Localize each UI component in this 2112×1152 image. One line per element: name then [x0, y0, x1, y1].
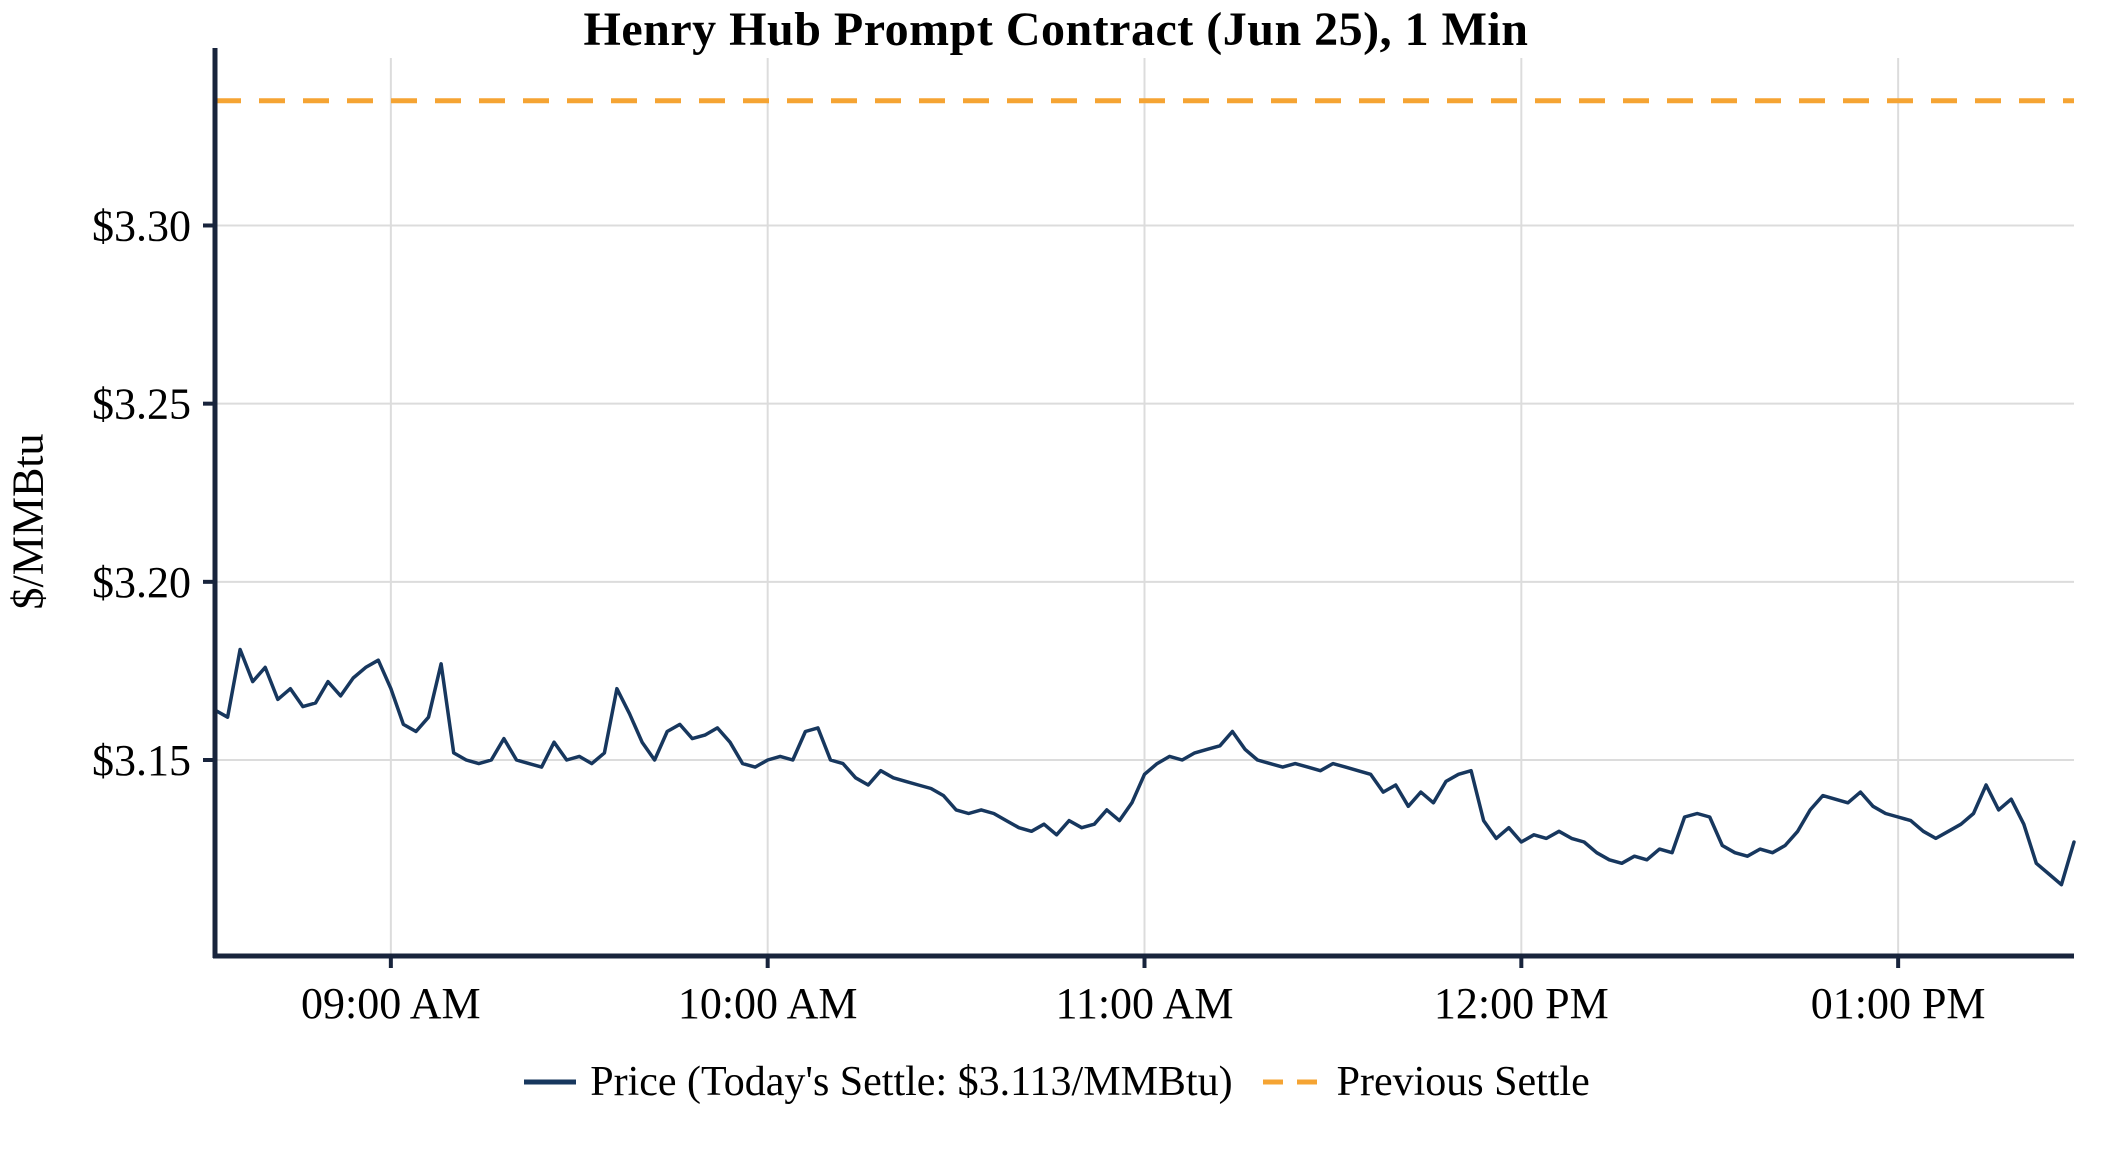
svg-text:12:00 PM: 12:00 PM — [1434, 979, 1609, 1028]
prev-settle-dash-swatch-icon — [1262, 1079, 1323, 1085]
legend-item-price: Price (Today's Settle: $3.113/MMBtu) — [522, 1058, 1233, 1106]
chart-legend: Price (Today's Settle: $3.113/MMBtu) Pre… — [0, 1058, 2112, 1106]
svg-text:10:00 AM: 10:00 AM — [678, 979, 858, 1028]
svg-text:$3.30: $3.30 — [92, 201, 191, 250]
svg-text:$3.20: $3.20 — [92, 558, 191, 607]
legend-item-prev-settle: Previous Settle — [1261, 1058, 1590, 1106]
svg-text:01:00 PM: 01:00 PM — [1811, 979, 1986, 1028]
svg-text:$3.25: $3.25 — [92, 380, 191, 429]
legend-price-label: Price (Today's Settle: $3.113/MMBtu) — [590, 1059, 1233, 1105]
chart-title: Henry Hub Prompt Contract (Jun 25), 1 Mi… — [583, 3, 1529, 56]
legend-prev-settle-label: Previous Settle — [1336, 1059, 1590, 1105]
svg-text:$3.15: $3.15 — [92, 736, 191, 785]
svg-text:11:00 AM: 11:00 AM — [1055, 979, 1233, 1028]
price-line-swatch-icon — [524, 1079, 577, 1085]
svg-text:09:00 AM: 09:00 AM — [301, 979, 481, 1028]
